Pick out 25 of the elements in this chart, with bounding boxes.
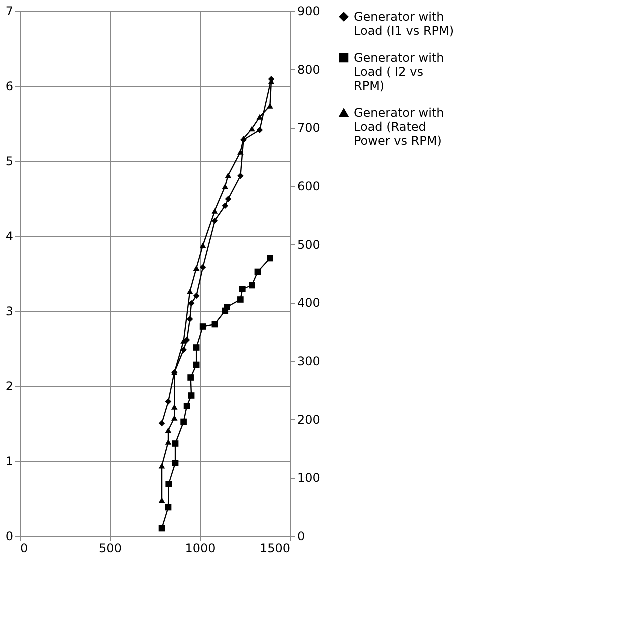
y-tick-label: 7 xyxy=(6,4,14,18)
y-tick-label: 3 xyxy=(6,304,14,318)
y-tick-label: 1 xyxy=(6,454,14,468)
y2-tick-label: 600 xyxy=(298,180,320,194)
legend-label: Generator with Load ( I2 vs RPM) xyxy=(354,51,444,93)
y-tick-label: 4 xyxy=(6,230,14,244)
x-tick-label: 0 xyxy=(20,542,28,556)
y2-tick-label: 400 xyxy=(298,296,320,310)
x-tick-label: 1500 xyxy=(260,542,290,556)
y-tick-label: 0 xyxy=(6,530,14,544)
y2-tick-label: 800 xyxy=(298,62,320,77)
y2-tick-label: 500 xyxy=(298,238,320,252)
y2-tick-label: 900 xyxy=(298,4,320,18)
y2-tick-label: 0 xyxy=(298,530,306,544)
legend-label: Generator with Load (Rated Power vs RPM) xyxy=(354,106,444,148)
legend-label: Generator with Load (I1 vs RPM) xyxy=(354,10,454,38)
y2-tick-label: 300 xyxy=(298,354,320,368)
y2-tick-label: 700 xyxy=(298,121,320,136)
y-tick-label: 5 xyxy=(6,154,14,168)
x-tick-label: 500 xyxy=(99,542,122,556)
y-tick-label: 2 xyxy=(6,380,14,394)
x-tick-label: 1000 xyxy=(185,542,216,556)
y2-tick-label: 100 xyxy=(298,471,320,486)
y2-tick-label: 200 xyxy=(298,412,320,427)
y-tick-label: 6 xyxy=(6,80,14,94)
